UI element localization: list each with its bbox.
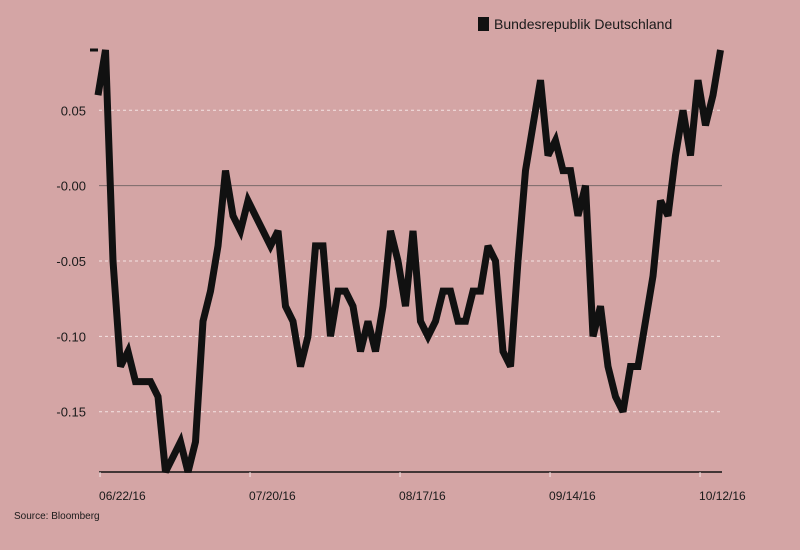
source-note: Source: Bloomberg	[14, 511, 100, 522]
y-tick-label: -0.05	[56, 254, 86, 269]
y-tick-label: 0.05	[61, 103, 86, 118]
y-tick-label: -0.10	[56, 329, 86, 344]
x-tick-label: 09/14/16	[549, 489, 596, 503]
x-axis-ticks: 06/22/16 07/20/16 08/17/16 09/14/16 10/12/16	[99, 472, 746, 503]
y-axis-ticks: 0.05 -0.00 -0.05 -0.10 -0.15	[56, 103, 86, 419]
series-line-bundesrepublik-deutschland	[94, 49, 724, 474]
x-tick-label: 08/17/16	[399, 489, 446, 503]
legend: Bundesrepublik Deutschland	[478, 16, 672, 32]
x-tick-label: 07/20/16	[249, 489, 296, 503]
y-tick-label: -0.00	[56, 179, 86, 194]
legend-label: Bundesrepublik Deutschland	[494, 16, 673, 32]
x-tick-label: 06/22/16	[99, 489, 146, 503]
y-tick-label: -0.15	[56, 405, 86, 420]
legend-swatch	[478, 17, 489, 31]
x-tick-label: 10/12/16	[699, 489, 746, 503]
